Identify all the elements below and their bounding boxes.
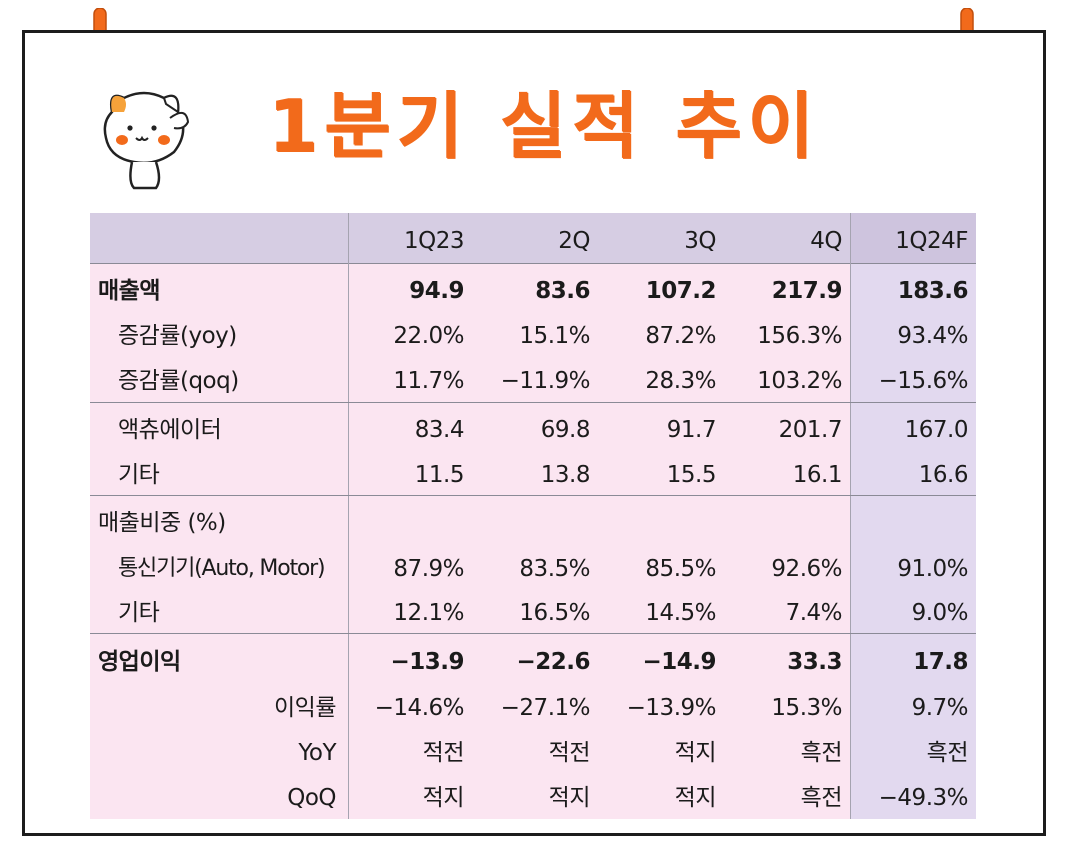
table-cell: 7.4% [785,600,843,626]
table-cell: 83.6 [535,278,590,304]
table-cell: 69.8 [540,417,591,443]
table-cell: 적지 [548,785,591,811]
forecast-column-highlight [850,213,976,819]
table-cell: 흑전 [926,740,969,766]
table-cell: 83.4 [414,417,465,443]
table-cell: 201.7 [778,417,843,443]
table-cell: 91.7 [666,417,717,443]
table-cell: 28.3% [645,368,716,394]
table-cell: 15.3% [771,695,842,721]
table-cell: 15.1% [519,323,590,349]
table-cell: −22.6 [516,649,590,675]
table-cell: 92.6% [771,556,842,582]
page-title: 1분기 실적 추이 [268,84,820,168]
cat-mascot-icon [103,91,190,190]
table-cell: 흑전 [800,785,843,811]
table-cell: 15.5 [666,462,717,488]
table-cell: 93.4% [897,323,968,349]
row-label: 기타 [118,462,160,488]
table-cell: 적전 [422,740,465,766]
row-label: 매출비중 (%) [98,510,226,536]
table-cell: 9.7% [911,695,969,721]
row-label: 증감률(yoy) [118,323,237,349]
table-cell: 22.0% [393,323,464,349]
row-label: QoQ [287,785,336,811]
earnings-table: 1Q23 2Q 3Q 4Q 1Q24F 매출액 94.9 83.6 107.2 … [90,213,976,819]
table-cell: 적전 [548,740,591,766]
table-cell: −13.9 [390,649,464,675]
row-label: 증감률(qoq) [118,368,239,394]
column-header: 1Q24F [895,228,968,254]
table-cell: 91.0% [897,556,968,582]
table-cell: −13.9% [626,695,717,721]
row-label: 영업이익 [98,649,181,675]
row-label: 액츄에이터 [118,417,222,443]
table-cell: 적지 [674,785,717,811]
table-cell: 167.0 [904,417,969,443]
column-header: 1Q23 [403,228,465,254]
column-header: 2Q [558,228,590,254]
table-cell: 107.2 [645,278,717,304]
table-cell: −49.3% [878,785,969,811]
table-cell: 16.1 [792,462,843,488]
column-header: 3Q [684,228,716,254]
table-cell: −14.6% [374,695,465,721]
column-header: 4Q [810,228,842,254]
table-cell: 16.5% [519,600,590,626]
table-cell: 33.3 [787,649,842,675]
table-cell: 11.7% [393,368,464,394]
table-cell: −14.9 [642,649,716,675]
row-label: 통신기기(Auto, Motor) [118,556,326,581]
table-cell: 12.1% [393,600,464,626]
table-cell: 83.5% [519,556,590,582]
table-cell: 14.5% [645,600,716,626]
row-label: 기타 [118,600,160,626]
row-label: 매출액 [98,278,160,304]
table-cell: 11.5 [414,462,465,488]
table-cell: 9.0% [911,600,969,626]
table-header-band [90,213,976,264]
table-cell: 87.2% [645,323,716,349]
table-cell: 적지 [674,740,717,766]
table-cell: 흑전 [800,740,843,766]
table-cell: 87.9% [393,556,464,582]
table-cell: 156.3% [757,323,842,349]
row-label: 이익률 [274,695,336,721]
table-cell: 17.8 [913,649,968,675]
table-cell: −11.9% [500,368,591,394]
table-cell: 103.2% [757,368,842,394]
table-cell: −15.6% [878,368,969,394]
table-cell: 217.9 [771,278,843,304]
row-label: YoY [298,740,336,766]
table-cell: 183.6 [897,278,969,304]
table-cell: 85.5% [645,556,716,582]
table-cell: −27.1% [500,695,591,721]
table-cell: 적지 [422,785,465,811]
table-cell: 16.6 [918,462,969,488]
table-cell: 13.8 [540,462,591,488]
table-cell: 94.9 [409,278,464,304]
